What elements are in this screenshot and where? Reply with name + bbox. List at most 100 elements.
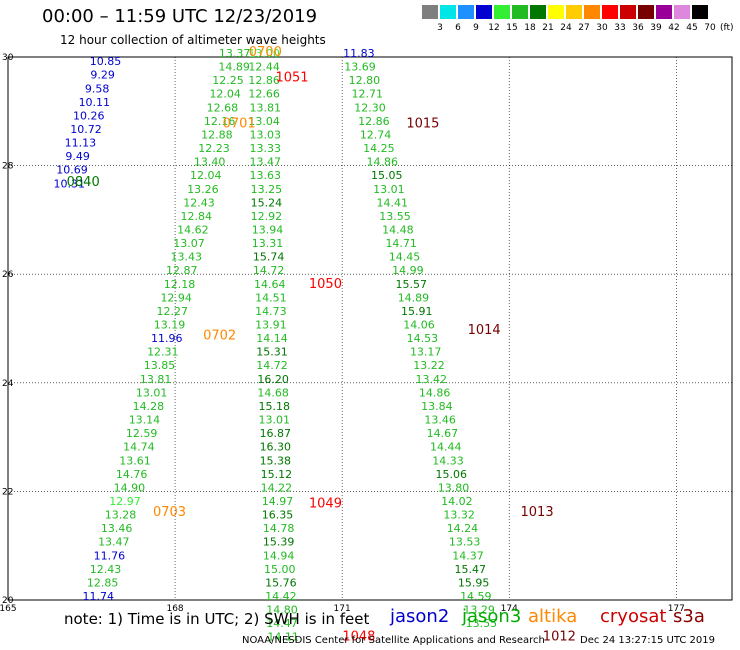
colorbar-swatch: [602, 5, 619, 19]
swh-data-label: 13.55: [466, 617, 498, 630]
swh-data-label: 10.11: [79, 96, 111, 109]
pass-time-label: 0701: [223, 117, 256, 132]
colorbar-tick-label: 42: [668, 23, 680, 33]
swh-data-label: 14.72: [253, 264, 285, 277]
swh-data-label: 14.97: [262, 495, 294, 508]
swh-data-label: 11.13: [65, 137, 97, 150]
swh-data-label: 11.96: [151, 332, 183, 345]
colorbar-tick-label: 39: [650, 23, 662, 33]
page-subtitle: 12 hour collection of altimeter wave hei…: [60, 33, 326, 47]
swh-data-label: 10.85: [90, 55, 122, 68]
swh-data-label: 12.85: [87, 576, 119, 589]
swh-data-label: 12.94: [160, 291, 192, 304]
swh-data-label: 13.46: [424, 414, 456, 427]
colorbar-tick-label: 36: [632, 23, 644, 33]
swh-data-label: 12.27: [157, 305, 189, 318]
colorbar-unit: (ft): [720, 23, 734, 33]
legend-altika: altika: [528, 606, 578, 627]
swh-data-label: 14.64: [254, 278, 286, 291]
swh-data-label: 12.18: [164, 278, 196, 291]
swh-data-label: 13.14: [129, 414, 161, 427]
pass-time-label: 1049: [309, 497, 342, 512]
pass-time-label: 1014: [468, 323, 501, 338]
swh-data-label: 10.69: [56, 164, 88, 177]
swh-data-label: 13.32: [443, 509, 475, 522]
swh-data-label: 14.28: [133, 400, 165, 413]
swh-data-label: 10.31: [54, 177, 86, 190]
swh-data-label: 12.43: [90, 563, 122, 576]
swh-data-label: 14.76: [116, 468, 148, 481]
swh-data-label: 13.55: [379, 210, 411, 223]
swh-data-label: 12.86: [248, 74, 280, 87]
pass-time-label: 0702: [203, 328, 236, 343]
swh-data-label: 12.30: [354, 101, 386, 114]
swh-data-label: 16.20: [257, 373, 289, 386]
swh-data-label: 12.44: [248, 61, 280, 74]
plot-frame: [7, 56, 733, 601]
legend-jason3: jason3: [462, 606, 522, 627]
credit-line: NOAA/NESDIS Center for Satellite Applica…: [242, 635, 545, 646]
swh-data-label: 13.63: [250, 169, 282, 182]
swh-data-label: 13.61: [119, 454, 151, 467]
swh-data-label: 14.59: [460, 590, 492, 603]
swh-data-label: 13.53: [449, 536, 481, 549]
colorbar-swatch: [458, 5, 475, 19]
swh-data-label: 13.85: [144, 359, 176, 372]
legend-s3a: s3a: [673, 606, 705, 627]
swh-data-label: 13.29: [463, 604, 495, 617]
swh-data-label: 14.67: [427, 427, 459, 440]
swh-data-label: 16.35: [262, 509, 294, 522]
swh-data-label: 12.31: [147, 346, 179, 359]
swh-data-label: 14.72: [256, 359, 288, 372]
footer-note: note: 1) Time is in UTC; 2) SWH is in fe…: [64, 610, 370, 628]
colorbar-swatch: [548, 5, 565, 19]
colorbar-swatch: [620, 5, 637, 19]
swh-data-label: 15.39: [263, 536, 295, 549]
swh-data-label: 13.25: [251, 183, 283, 196]
swh-data-label: 13.80: [438, 481, 470, 494]
swh-data-label: 11.74: [82, 590, 114, 603]
pass-time-label: 0703: [153, 505, 186, 520]
colorbar-tick-label: 27: [578, 23, 590, 33]
colorbar-tick-label: 3: [437, 23, 443, 33]
swh-data-label: 13.17: [410, 346, 442, 359]
swh-data-label: 14.02: [441, 495, 473, 508]
colorbar-tick-label: 18: [524, 23, 536, 33]
swh-data-label: 15.74: [253, 251, 285, 264]
swh-data-label: 15.57: [395, 278, 427, 291]
pass-time-label: 1050: [309, 277, 342, 292]
swh-data-label: 12.84: [180, 210, 212, 223]
swh-data-label: 12.74: [360, 128, 392, 141]
swh-data-label: 14.80: [266, 604, 298, 617]
colorbar-tick-label: 6: [455, 23, 461, 33]
pass-time-annotations: 0700 1051 0701 1015 0840 1050 1014 0702 1049 0703…: [67, 45, 576, 645]
swh-data-label: 13.84: [421, 400, 453, 413]
swh-data-label: 12.66: [248, 88, 280, 101]
swh-data-label: 14.86: [419, 386, 451, 399]
swh-data-label: 15.12: [261, 468, 293, 481]
colorbar-swatch: [512, 5, 529, 19]
swh-data-label: 14.24: [447, 522, 479, 535]
swh-data-label: 15.05: [371, 169, 403, 182]
swh-data-label: 13.28: [105, 509, 137, 522]
swh-data-label: 13.47: [98, 536, 130, 549]
swh-data-label: 15.31: [256, 346, 288, 359]
map-grid: [7, 56, 733, 601]
x-tick-label: 177: [668, 604, 685, 614]
swh-data-label: 12.43: [183, 196, 215, 209]
x-tick-label: 168: [166, 604, 183, 614]
swh-data-label: 14.99: [392, 264, 424, 277]
swh-data-label: 13.01: [373, 183, 405, 196]
pass-time-label: 1013: [521, 505, 554, 520]
swh-data-label: 14.48: [382, 223, 414, 236]
swh-data-label: 14.44: [430, 441, 462, 454]
swh-data-label: 12.23: [198, 142, 230, 155]
y-tick-label: 28: [2, 162, 14, 172]
swh-data-label: 12.16: [204, 115, 236, 128]
swh-data-label: 14.89: [398, 291, 430, 304]
swh-data-label: 14.90: [114, 481, 146, 494]
legend-cryosat: cryosat: [600, 606, 667, 627]
swh-data-label: 13.43: [170, 251, 202, 264]
swh-data-label: 14.06: [403, 319, 435, 332]
swh-data-label: 14.41: [377, 196, 409, 209]
